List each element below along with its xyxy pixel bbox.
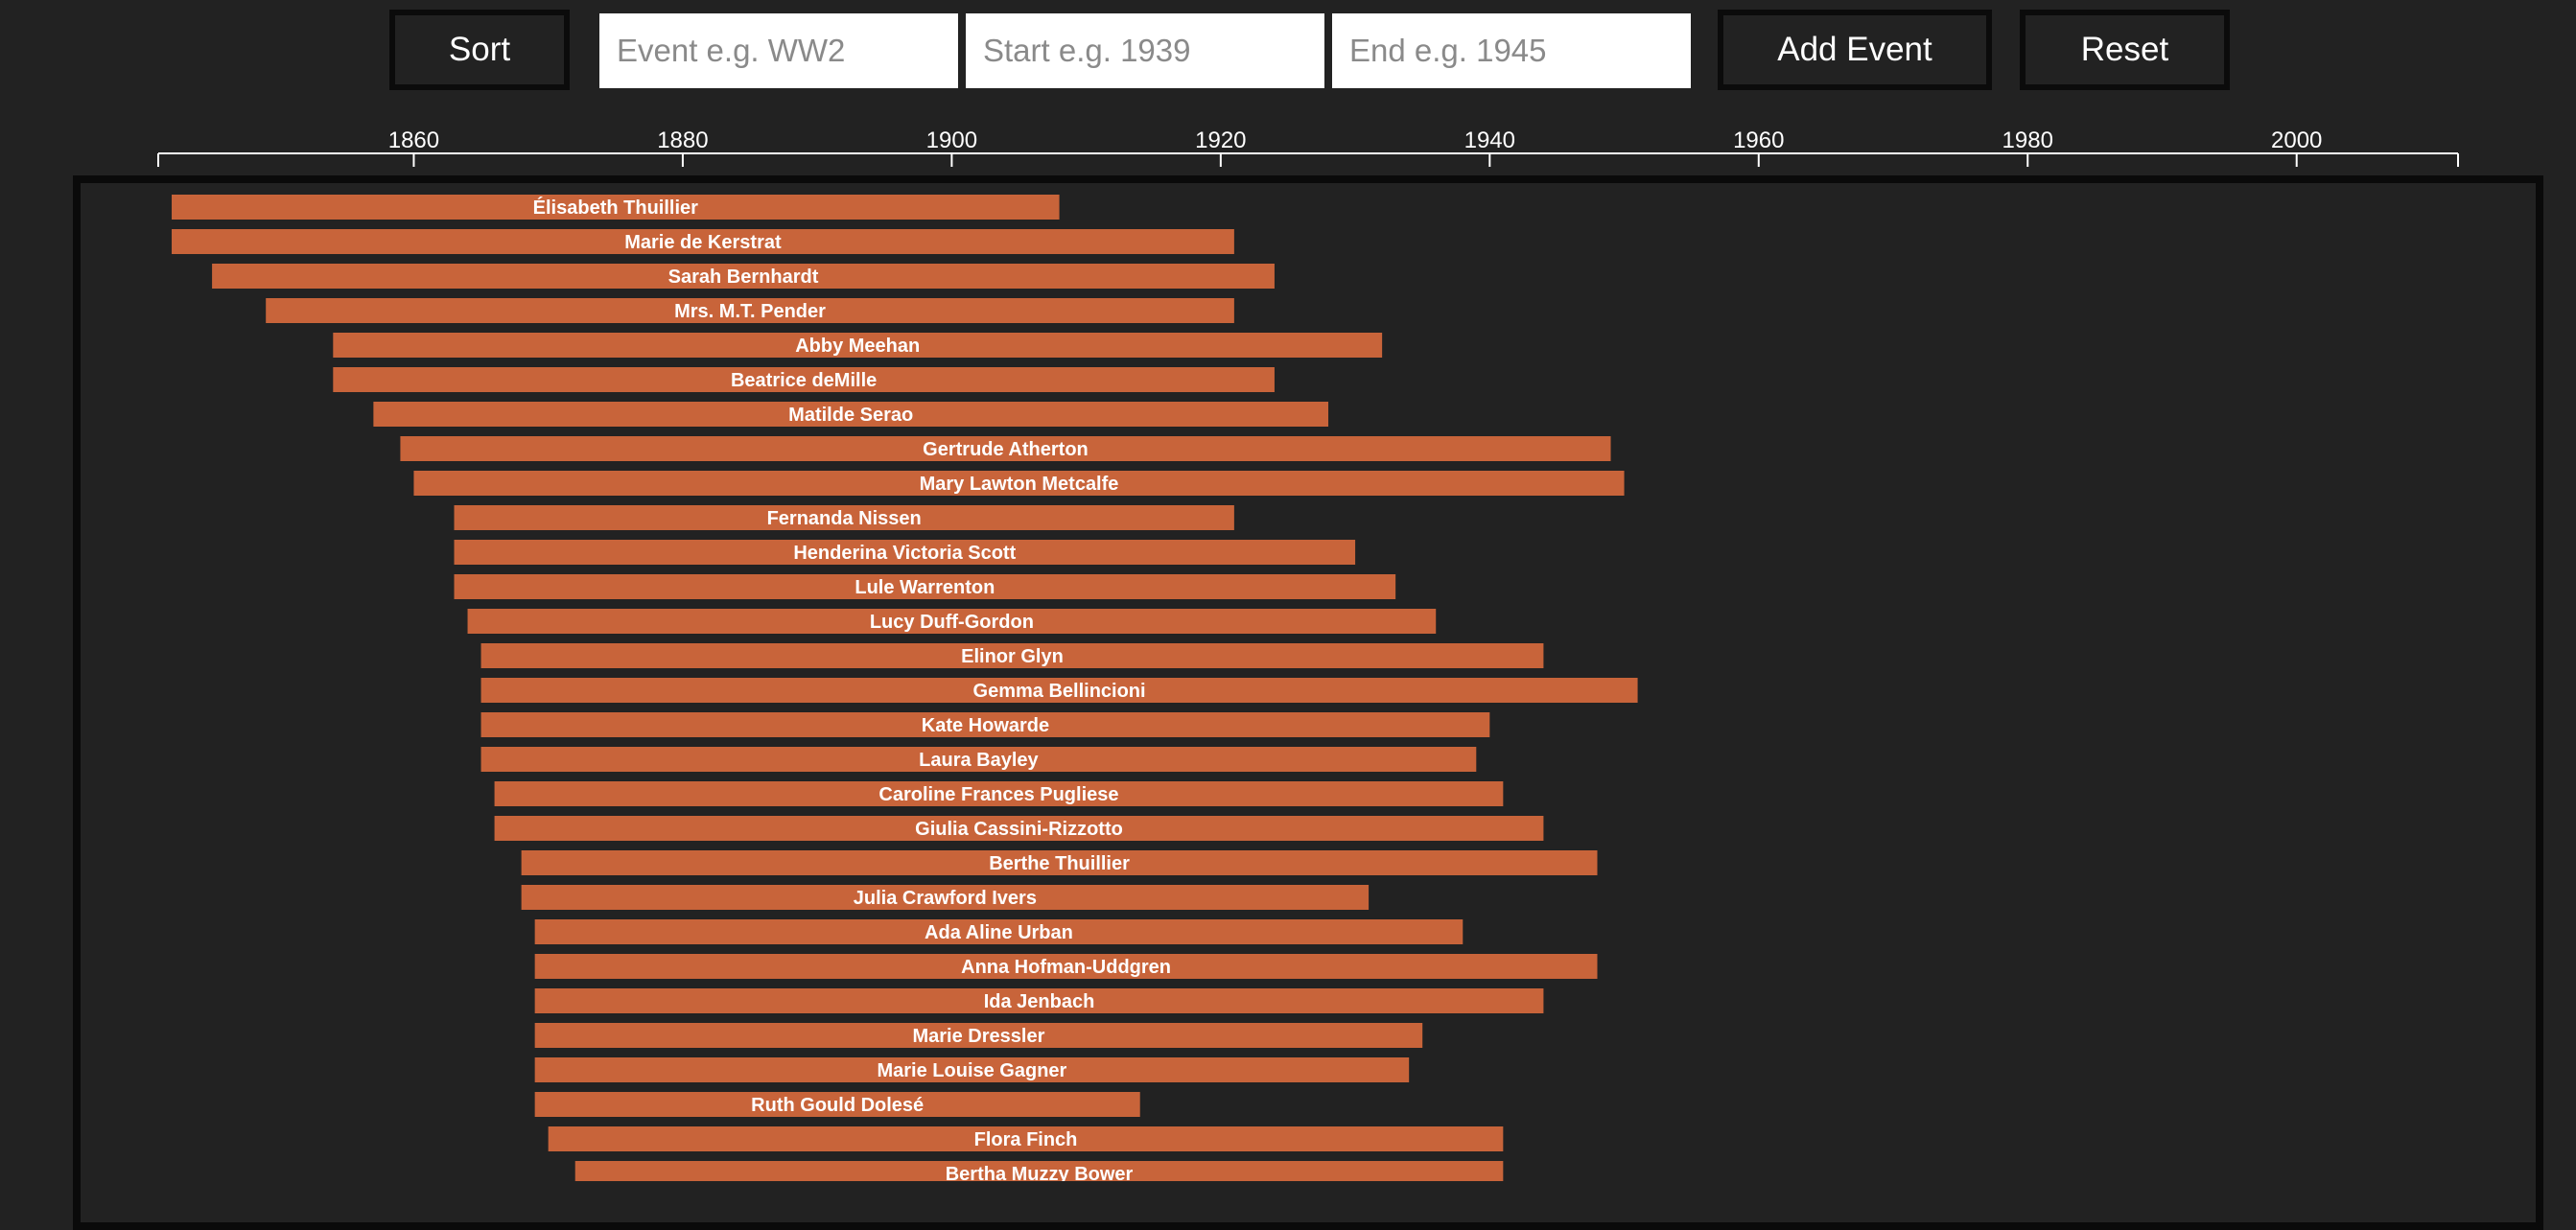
event-bar[interactable] [172,229,1234,254]
event-bar-label: Marie de Kerstrat [624,232,782,253]
event-bar[interactable] [373,402,1329,427]
event-bar-label: Marie Dressler [912,1026,1044,1047]
event-bar[interactable] [172,195,1060,220]
event-bar-label: Laura Bayley [919,750,1039,771]
event-bar[interactable] [494,781,1504,806]
event-bar-label: Ada Aline Urban [925,922,1073,943]
event-bar[interactable] [480,712,1490,737]
reset-button[interactable]: Reset [2020,10,2230,90]
event-bar[interactable] [534,1057,1410,1082]
event-bar[interactable] [480,747,1477,772]
event-bar[interactable] [534,954,1598,979]
event-bar-label: Henderina Victoria Scott [793,543,1016,564]
event-bar[interactable] [467,609,1437,634]
event-bar[interactable] [212,264,1275,289]
event-bar-label: Caroline Frances Pugliese [878,784,1118,805]
event-bar-label: Berthe Thuillier [989,853,1130,874]
event-bar-label: Marie Louise Gagner [877,1060,1066,1081]
axis-tick-label: 1940 [1464,128,1515,153]
event-bar-label: Gertrude Atherton [923,439,1089,460]
event-end-input[interactable] [1332,13,1691,88]
event-bar[interactable] [333,367,1275,392]
event-bar[interactable] [494,816,1544,841]
event-bar[interactable] [534,919,1464,944]
event-bar-label: Bertha Muzzy Bower [946,1164,1134,1181]
event-bar-label: Ida Jenbach [984,991,1095,1012]
event-bar-label: Anna Hofman-Uddgren [961,957,1171,978]
event-bar[interactable] [266,298,1234,323]
event-bar[interactable] [521,850,1598,875]
event-bar-label: Beatrice deMille [731,370,877,391]
event-bar-label: Élisabeth Thuillier [533,197,698,219]
axis-tick-label: 1900 [926,128,977,153]
event-bar[interactable] [521,885,1370,910]
event-bar[interactable] [480,643,1544,668]
event-bar-label: Mrs. M.T. Pender [674,301,826,322]
event-bar-label: Kate Howarde [922,715,1049,736]
event-bar-label: Abby Meehan [795,336,920,357]
event-bar[interactable] [480,678,1638,703]
add-event-button[interactable]: Add Event [1718,10,1992,90]
event-bar-label: Giulia Cassini-Rizzotto [915,819,1123,840]
event-bar[interactable] [534,1092,1140,1117]
event-bar[interactable] [574,1161,1504,1181]
event-bar-label: Lucy Duff-Gordon [870,612,1034,633]
timeline-chart: Élisabeth Thuillier Marie de Kerstrat Sara… [172,195,1638,1181]
event-bar[interactable] [534,988,1544,1013]
sort-button[interactable]: Sort [389,10,570,90]
event-bar-label: Lule Warrenton [855,577,995,598]
event-bar[interactable] [413,471,1625,496]
axis-tick-label: 1860 [388,128,439,153]
event-bar-label: Mary Lawton Metcalfe [920,474,1119,495]
axis-tick-label: 1880 [657,128,708,153]
event-bar-label: Sarah Bernhardt [668,267,819,288]
event-bar-label: Flora Finch [974,1129,1078,1150]
toolbar: Sort Add Event Reset [0,0,2576,96]
event-bar[interactable] [534,1023,1423,1048]
event-name-input[interactable] [599,13,958,88]
axis-tick-label: 2000 [2271,128,2322,153]
event-bar-label: Fernanda Nissen [767,508,922,529]
axis-tick-label: 1980 [2002,128,2053,153]
event-bar-label: Julia Crawford Ivers [854,888,1037,909]
event-bar[interactable] [454,574,1396,599]
axis-tick-label: 1920 [1195,128,1246,153]
event-bar-label: Matilde Serao [788,405,913,426]
event-bar[interactable] [400,436,1611,461]
event-bar-label: Gemma Bellincioni [973,681,1146,702]
event-bar-label: Ruth Gould Dolesé [751,1095,924,1116]
event-bar-label: Elinor Glyn [961,646,1064,667]
event-start-input[interactable] [966,13,1324,88]
event-bar[interactable] [548,1126,1504,1151]
time-axis: 1860 1880 1900 1920 1940 1960 1980 2000 [157,128,2459,167]
event-bar[interactable] [333,333,1383,358]
event-bar[interactable] [454,540,1356,565]
axis-tick-label: 1960 [1733,128,1784,153]
event-bar[interactable] [454,505,1234,530]
